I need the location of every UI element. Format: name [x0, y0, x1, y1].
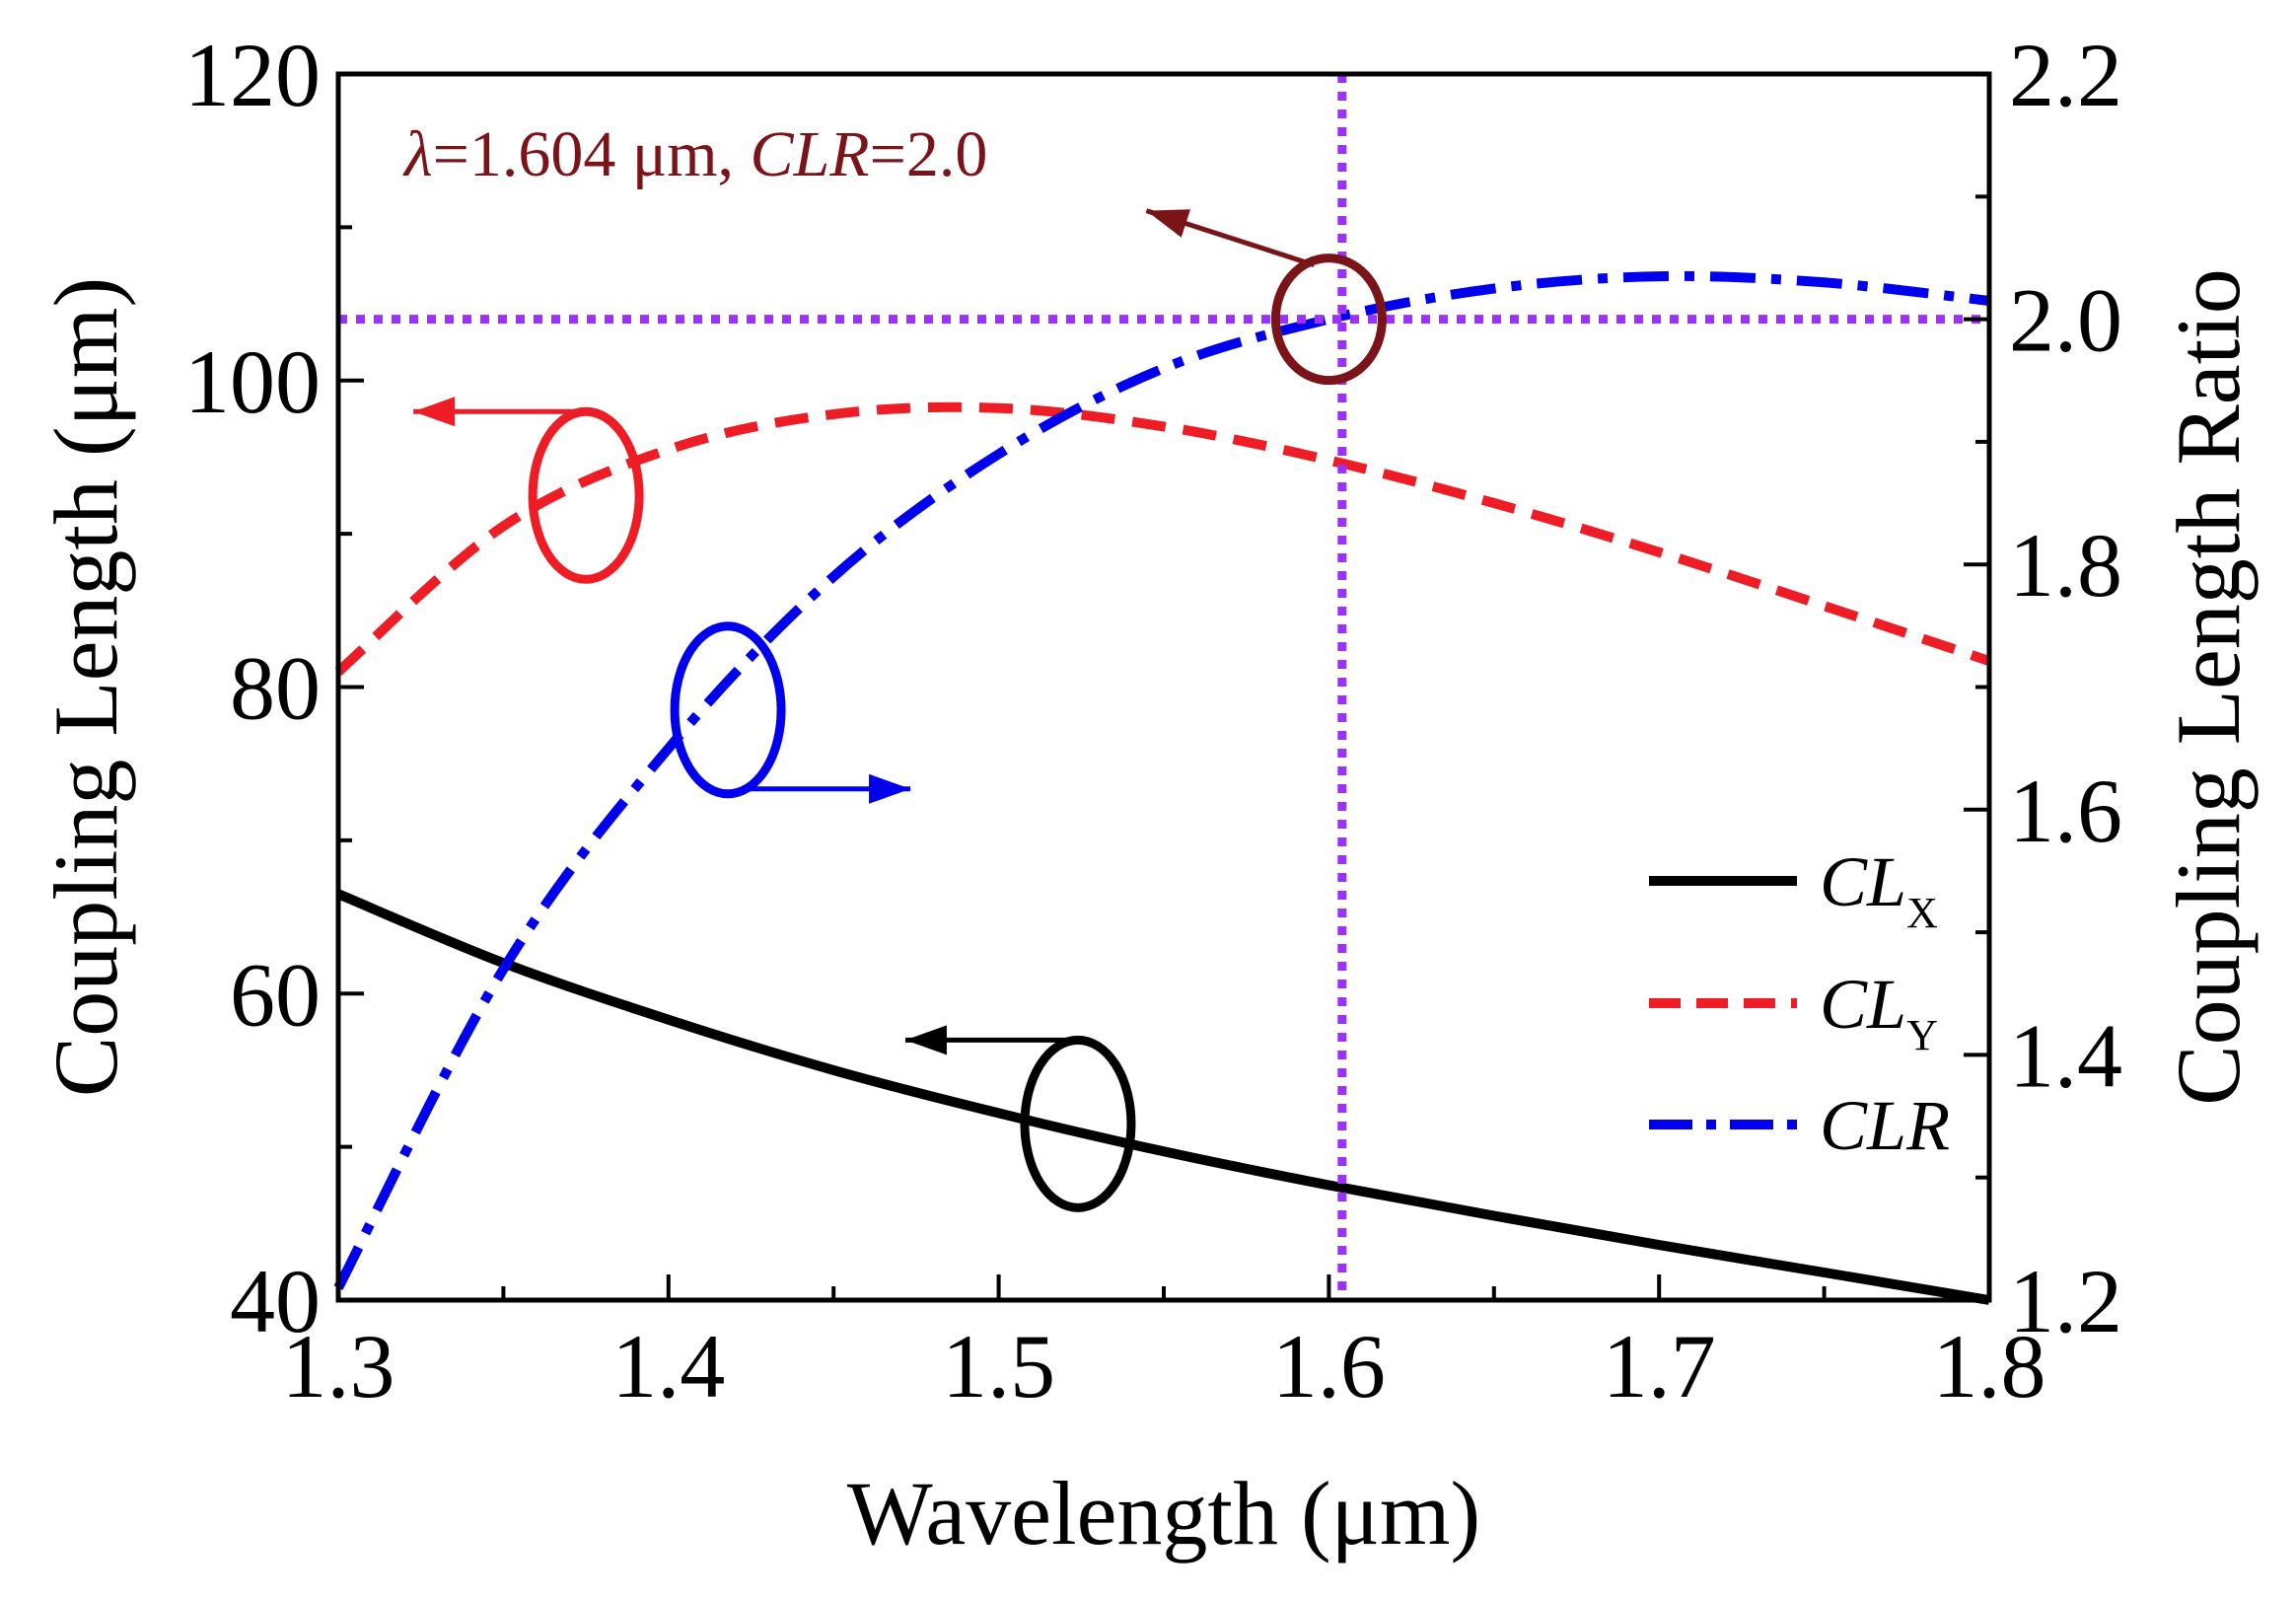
tick-labels-layer: 1.3 1.4 1.5 1.6 1.7 1.8 40 60 80 100 120 1.2 1.4 1.6 1… [184, 25, 2122, 1417]
y-left-tick-label: 100 [184, 331, 321, 432]
legend-label-clr: CLR [1820, 1086, 1950, 1165]
curves-layer [333, 270, 1991, 1305]
y-left-tick-label: 120 [184, 25, 321, 125]
axis-marker-arrowhead-cl-x [904, 1025, 947, 1055]
y-left-tick-label: 60 [230, 944, 321, 1045]
axis-marker-arrowhead-clr [869, 773, 911, 804]
y-right-axis-title: Coupling Length Ratio [2158, 268, 2259, 1105]
annotation-text: λ=1.604 μm, CLR=2.0 [402, 118, 987, 190]
annotation-lambda-symbol: λ [402, 118, 433, 190]
legend-label-subscript: Y [1906, 1011, 1938, 1059]
legend-label-clx: CLX [1820, 842, 1938, 937]
legend-label-main: CLR [1820, 1086, 1950, 1165]
y-left-tick-label: 40 [230, 1251, 321, 1351]
plot-frame [335, 71, 1992, 1303]
legend-label-main: CL [1820, 965, 1906, 1044]
x-tick-label: 1.7 [1603, 1316, 1716, 1417]
y-right-tick-label: 1.6 [2009, 761, 2122, 861]
x-tick-label: 1.4 [611, 1316, 725, 1417]
series-line-cly [334, 401, 1991, 676]
axis-marker-ellipse-point [1270, 254, 1387, 386]
y-right-tick-label: 1.4 [2009, 1005, 2122, 1106]
axis-marker-ellipse-clr [670, 621, 786, 799]
y-right-tick-label: 2.2 [2009, 25, 2122, 125]
legend-label-cly: CLY [1820, 965, 1938, 1059]
ticks-layer [336, 72, 1991, 1302]
legend-label-main: CL [1820, 842, 1906, 921]
y-left-tick-label: 80 [230, 638, 321, 739]
legend-label-subscript: X [1906, 889, 1938, 937]
axis-marker-arrowhead-cl-y [413, 397, 456, 427]
x-tick-label: 1.5 [942, 1316, 1055, 1417]
x-tick-label: 1.6 [1272, 1316, 1386, 1417]
axis-marker-arrowhead-point [1146, 209, 1190, 238]
annotation-lambda-value: =1.604 μm, [433, 118, 751, 190]
y-right-tick-label: 1.8 [2009, 515, 2122, 616]
x-tick-label: 1.8 [1933, 1316, 2046, 1417]
y-right-tick-label: 2.0 [2009, 270, 2122, 371]
series-line-clx [336, 889, 1990, 1305]
y-right-tick-label: 1.2 [2009, 1251, 2122, 1351]
series-line-clr [333, 270, 1990, 1290]
x-axis-title: Wavelength (μm) [847, 1463, 1480, 1563]
annotation-clr-symbol: CLR [751, 118, 870, 190]
annotation-clr-value: =2.0 [870, 118, 988, 190]
y-left-axis-title: Coupling Length (μm) [36, 277, 136, 1097]
axis-markers-layer [413, 208, 1387, 1212]
reference-lines-layer [338, 74, 1989, 1300]
x-tick-label: 1.3 [282, 1316, 395, 1417]
